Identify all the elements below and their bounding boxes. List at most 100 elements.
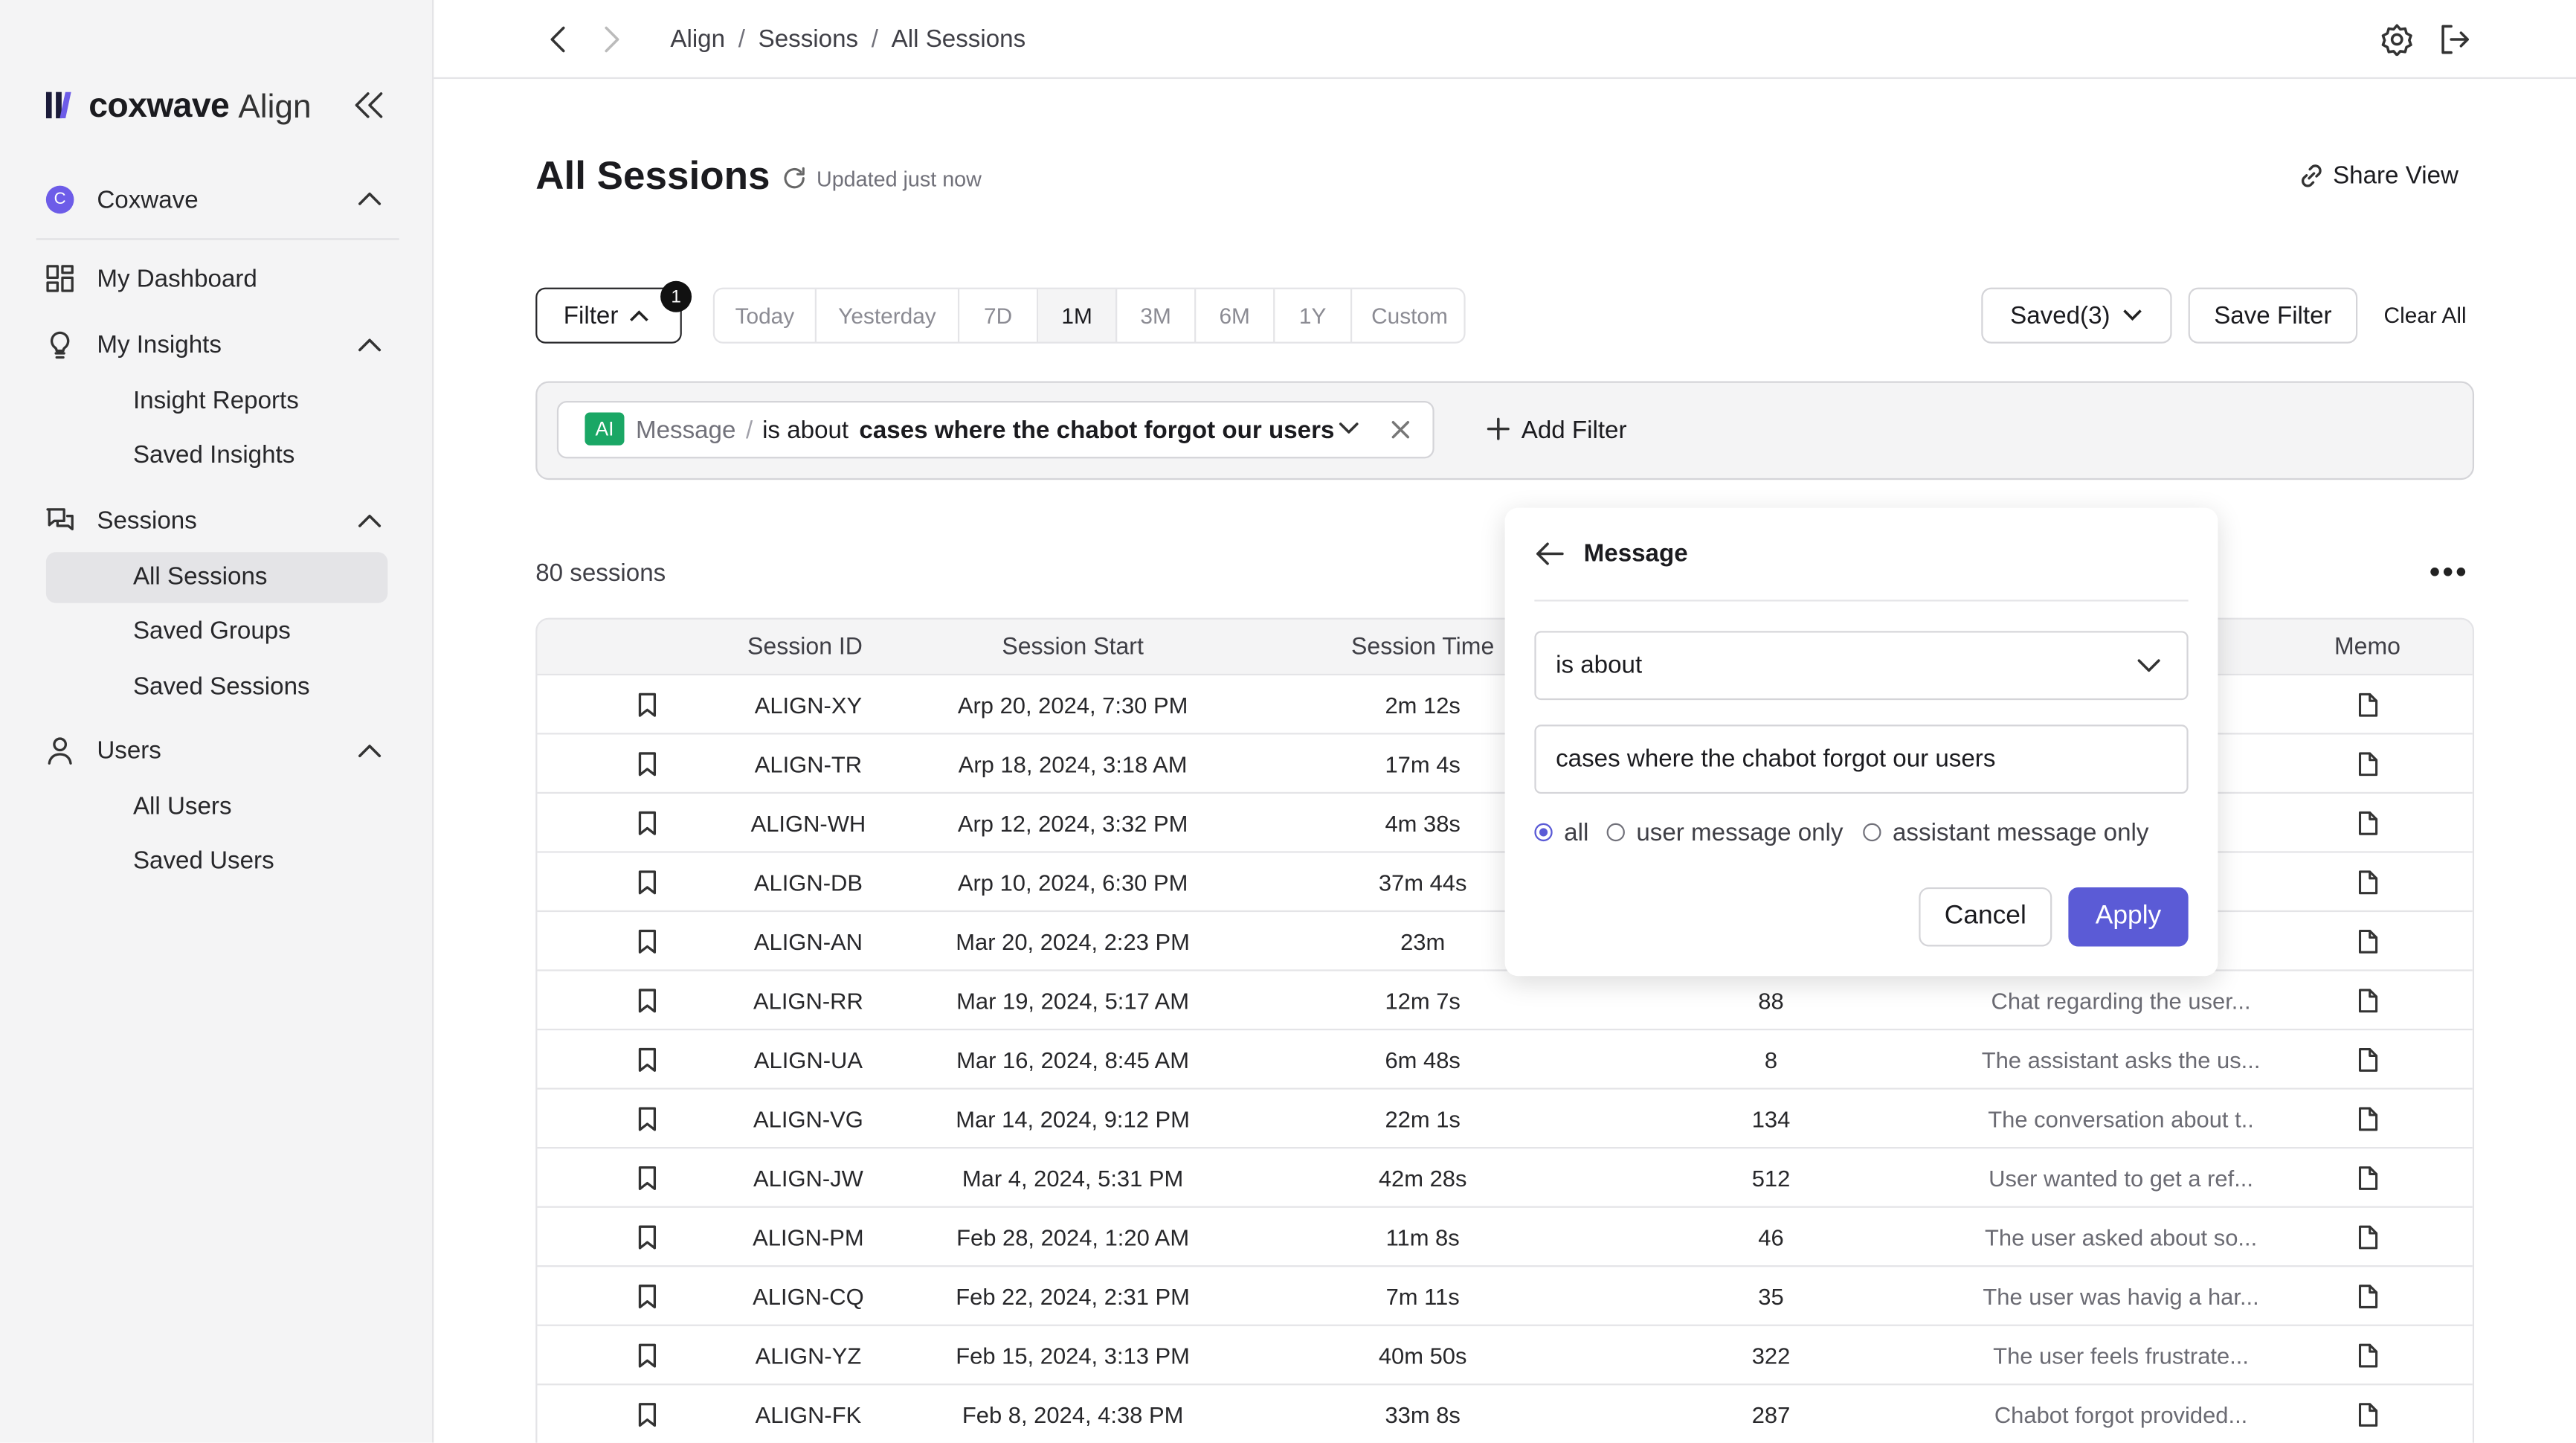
clear-all[interactable]: Clear All: [2383, 303, 2467, 328]
memo-icon: [2358, 811, 2378, 835]
share-view[interactable]: Share View: [2333, 161, 2459, 190]
table-row[interactable]: ALIGN-YZ Feb 15, 2024, 3:13 PM 40m 50s 322 T…: [537, 1324, 2473, 1384]
range-option[interactable]: 6M: [1196, 289, 1275, 342]
divider: [1534, 600, 2189, 602]
cell-start: Arp 10, 2024, 6:30 PM: [957, 869, 1188, 896]
cell-summary: The user asked about so...: [1984, 1224, 2258, 1251]
table-row[interactable]: ALIGN-UA Mar 16, 2024, 8:45 AM 6m 48s 8 The …: [537, 1028, 2473, 1088]
table-row[interactable]: ALIGN-CQ Feb 22, 2024, 2:31 PM 7m 11s 35 The…: [537, 1265, 2473, 1325]
range-option[interactable]: Custom: [1371, 303, 1448, 328]
filter-badge: 1: [660, 280, 692, 312]
more-menu[interactable]: [2428, 565, 2467, 579]
breadcrumb-item[interactable]: Align: [670, 25, 726, 54]
cell-id: ALIGN-XY: [754, 692, 863, 719]
bookmark-icon: [638, 811, 657, 835]
chevron-down: [2124, 309, 2142, 321]
cancel-button[interactable]: Cancel: [1919, 887, 2052, 947]
save-filter-button[interactable]: Save Filter: [2188, 287, 2358, 344]
nav-subitem[interactable]: Insight Reports: [132, 386, 299, 414]
chevron-up[interactable]: [358, 190, 381, 207]
forward-button[interactable]: [602, 25, 625, 54]
logo-product: Align: [238, 89, 312, 126]
cell-start: Arp 20, 2024, 7:30 PM: [957, 692, 1188, 719]
breadcrumb: Align / Sessions / All Sessions: [670, 25, 1025, 54]
collapse-icon[interactable]: [353, 91, 386, 120]
range-option[interactable]: 7D: [959, 289, 1039, 342]
chevron-down[interactable]: [2137, 659, 2160, 674]
bookmark-icon: [638, 870, 657, 895]
nav-item[interactable]: Sessions: [97, 507, 197, 536]
memo-icon: [2358, 1343, 2378, 1368]
operator-value: is about: [1556, 651, 1643, 680]
nav-item[interactable]: My Dashboard: [97, 265, 257, 294]
table-row[interactable]: ALIGN-VG Mar 14, 2024, 9:12 PM 22m 1s 134 Th…: [537, 1087, 2473, 1148]
chip-operator: is about: [762, 417, 849, 445]
range-option[interactable]: 1M: [1038, 289, 1118, 342]
chip-value: cases where the chabot forgot our users: [859, 417, 1335, 445]
cell-count: 287: [1751, 1401, 1791, 1428]
cell-count: 512: [1751, 1165, 1791, 1192]
cell-start: Feb 15, 2024, 3:13 PM: [956, 1342, 1190, 1369]
nav-subitem[interactable]: All Sessions: [132, 562, 268, 591]
refresh-icon[interactable]: [782, 166, 807, 190]
cell-id: ALIGN-UA: [753, 1047, 863, 1073]
value-input[interactable]: [1534, 724, 2189, 794]
apply-button[interactable]: Apply: [2068, 887, 2189, 947]
range-option[interactable]: 3M: [1117, 289, 1197, 342]
nav-item[interactable]: My Insights: [97, 331, 222, 359]
cell-count: 134: [1751, 1105, 1791, 1133]
nav-item[interactable]: Users: [97, 736, 161, 765]
filter-chip[interactable]: [556, 401, 1434, 459]
cell-start: Arp 18, 2024, 3:18 AM: [958, 751, 1188, 777]
link-icon: [2301, 164, 2322, 187]
cell-id: ALIGN-VG: [753, 1105, 863, 1133]
table-row[interactable]: ALIGN-RR Mar 19, 2024, 5:17 AM 12m 7s 88 Cha…: [537, 969, 2473, 1029]
nav-subitem[interactable]: All Users: [132, 791, 232, 820]
operator-select[interactable]: [1534, 631, 2189, 701]
cell-summary: Chabot forgot provided...: [1994, 1401, 2248, 1428]
breadcrumb-item[interactable]: All Sessions: [891, 25, 1026, 54]
back-button[interactable]: [545, 25, 568, 54]
session-count: 80 sessions: [535, 559, 666, 588]
org-name[interactable]: Coxwave: [97, 186, 199, 215]
nav-subitem[interactable]: Saved Users: [132, 846, 274, 875]
memo-icon: [2358, 1403, 2378, 1427]
range-option[interactable]: 1Y: [1275, 289, 1353, 342]
radio[interactable]: [1534, 823, 1553, 842]
cell-start: Mar 19, 2024, 5:17 AM: [956, 987, 1190, 1015]
range-option[interactable]: Today: [715, 289, 817, 342]
add-filter[interactable]: Add Filter: [1521, 417, 1627, 445]
popup-back[interactable]: [1536, 542, 1565, 565]
bookmark-icon: [638, 929, 657, 954]
range-option[interactable]: Yesterday: [817, 289, 960, 342]
column-header: Session ID: [747, 634, 863, 661]
radio[interactable]: [1863, 823, 1881, 842]
cell-summary: The assistant asks the us...: [1981, 1047, 2261, 1073]
settings-icon[interactable]: [2380, 23, 2413, 57]
breadcrumb-item[interactable]: Sessions: [758, 25, 859, 54]
remove-filter[interactable]: [1391, 420, 1410, 439]
saved-button[interactable]: Saved(3): [1981, 287, 2172, 344]
table-row[interactable]: ALIGN-JW Mar 4, 2024, 5:31 PM 42m 28s 512 Us…: [537, 1147, 2473, 1206]
nav-subitem[interactable]: Saved Groups: [132, 617, 291, 646]
filter-label: Filter: [563, 301, 619, 330]
column-header: Memo: [2334, 634, 2400, 661]
nav-subitem[interactable]: Saved Sessions: [132, 672, 310, 701]
nav-subitem[interactable]: Saved Insights: [132, 441, 295, 469]
cell-time: 23m: [1400, 928, 1446, 955]
value-text: cases where the chabot forgot our users: [1556, 745, 1996, 774]
table-row[interactable]: ALIGN-PM Feb 28, 2024, 1:20 AM 11m 8s 46 The…: [537, 1206, 2473, 1266]
filter-button[interactable]: Filter: [535, 287, 682, 344]
logout-icon[interactable]: [2438, 23, 2470, 56]
cell-count: 8: [1764, 1047, 1778, 1073]
bookmark-icon: [638, 1225, 657, 1250]
table-row[interactable]: ALIGN-FK Feb 8, 2024, 4:38 PM 33m 8s 287 Cha…: [537, 1383, 2473, 1443]
column-header: Session Start: [1002, 634, 1144, 661]
cell-count: 46: [1758, 1224, 1784, 1251]
plus-icon: [1487, 417, 1510, 440]
topbar-border: [434, 77, 2576, 80]
chevron-down[interactable]: [1339, 422, 1359, 436]
radio-label: assistant message only: [1892, 819, 2149, 847]
radio[interactable]: [1606, 823, 1625, 842]
nav-icon: [46, 265, 74, 292]
